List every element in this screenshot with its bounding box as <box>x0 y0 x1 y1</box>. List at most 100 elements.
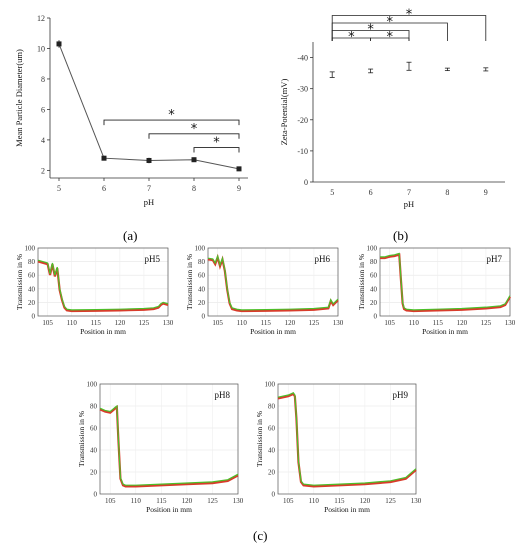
x-axis-label-c: Position in mm <box>80 327 126 336</box>
transmission-chart-pH5: 0 20 40 60 80 100 105 110 115 120 125 130 Position i… <box>15 245 174 337</box>
x-tick-label-c: 115 <box>156 497 167 505</box>
y-tick-label-c: 60 <box>198 272 206 280</box>
x-tick-label-c: 120 <box>457 319 468 327</box>
y-tick-label-c: 60 <box>370 272 378 280</box>
y-axis-label-c: Transmission in % <box>15 254 24 310</box>
y-axis-label-c: Transmission in % <box>357 254 366 310</box>
y-tick-label-a: 12 <box>37 14 45 23</box>
x-tick-label-c: 130 <box>163 319 174 327</box>
x-tick-label-c: 105 <box>42 319 53 327</box>
y-tick-label-a: 8 <box>41 75 45 84</box>
x-axis-label-c: Position in mm <box>324 505 370 514</box>
significance-bracket-a <box>193 147 240 153</box>
y-axis-label-c: Transmission in % <box>255 411 264 467</box>
y-tick-label-a: 4 <box>41 136 45 145</box>
x-tick-label-c: 110 <box>409 319 420 327</box>
x-tick-label-c: 110 <box>309 497 320 505</box>
y-tick-label-c: 0 <box>374 313 378 321</box>
y-tick-label-c: 80 <box>28 258 36 266</box>
plot-frame <box>37 247 169 317</box>
x-tick-label-a: 7 <box>147 184 151 193</box>
x-tick-label-c: 130 <box>505 319 516 327</box>
x-tick-label-c: 125 <box>207 497 218 505</box>
y-axis-label-a: Mean Particle Diameter(um) <box>14 49 24 147</box>
x-axis-label-c: Position in mm <box>422 327 468 336</box>
x-tick-label-c: 120 <box>285 319 296 327</box>
significance-star-b: * <box>348 30 355 45</box>
transmission-curve-green <box>277 392 417 486</box>
significance-star-b: * <box>387 30 394 45</box>
x-tick-label-c: 105 <box>384 319 395 327</box>
y-tick-label-c: 80 <box>268 403 276 411</box>
plot-frame <box>379 247 511 317</box>
significance-star-b: * <box>367 23 374 38</box>
y-tick-label-c: 60 <box>90 425 98 433</box>
significance-star-b: * <box>406 8 413 23</box>
y-tick-label-c: 80 <box>90 403 98 411</box>
significance-bracket-a <box>148 133 240 139</box>
x-tick-label-c: 130 <box>233 497 244 505</box>
x-tick-label-c: 125 <box>139 319 150 327</box>
x-axis-label-a: pH <box>144 197 154 207</box>
transmission-chart-pH8: 0 20 40 60 80 100 105 110 115 120 125 130 Position i… <box>77 381 244 515</box>
transmission-chart-pH6: 0 20 40 60 80 100 105 110 115 120 125 130 Position i… <box>185 245 344 337</box>
panel-label-a: (a) <box>123 228 138 243</box>
x-axis-label-c: Position in mm <box>146 505 192 514</box>
y-tick-label-c: 100 <box>367 245 378 253</box>
x-tick-label-c: 130 <box>333 319 344 327</box>
x-tick-label-a: 8 <box>192 184 196 193</box>
y-tick-label-c: 40 <box>268 447 276 455</box>
y-tick-label-b: -10 <box>297 147 308 156</box>
y-tick-label-c: 100 <box>87 381 98 389</box>
plot-frame <box>277 383 417 495</box>
plot-frame <box>207 247 339 317</box>
significance-bracket-b <box>331 15 487 41</box>
panel-label-b: (b) <box>393 228 409 243</box>
y-tick-label-b: -40 <box>297 54 308 63</box>
y-tick-label-c: 40 <box>28 285 36 293</box>
x-tick-label-a: 6 <box>102 184 106 193</box>
y-axis-label-c: Transmission in % <box>77 411 86 467</box>
data-point-a <box>146 157 152 163</box>
y-tick-label-a: 6 <box>41 105 45 114</box>
y-tick-label-c: 40 <box>198 285 206 293</box>
y-tick-label-b: -30 <box>297 85 308 94</box>
plot-frame <box>99 383 239 495</box>
x-tick-label-c: 120 <box>360 497 371 505</box>
y-tick-label-b: 0 <box>304 178 308 187</box>
subplot-label-pH8: pH8 <box>215 390 231 400</box>
x-tick-label-a: 9 <box>237 184 241 193</box>
y-tick-label-c: 40 <box>370 285 378 293</box>
x-tick-label-c: 130 <box>411 497 422 505</box>
subplot-label-pH7: pH7 <box>487 254 503 264</box>
data-point-a <box>56 41 62 47</box>
y-tick-label-c: 100 <box>25 245 36 253</box>
significance-star-a: * <box>191 122 198 137</box>
y-tick-label-c: 0 <box>32 313 36 321</box>
y-tick-label-c: 80 <box>198 258 206 266</box>
x-tick-label-c: 125 <box>481 319 492 327</box>
panel-label-c: (c) <box>253 528 268 543</box>
significance-star-a: * <box>213 136 220 151</box>
x-tick-label-c: 105 <box>105 497 116 505</box>
y-axis-label-c: Transmission in % <box>185 254 194 310</box>
x-axis-label-c: Position in mm <box>250 327 296 336</box>
y-tick-label-c: 0 <box>272 491 276 499</box>
data-point-a <box>101 155 107 161</box>
x-tick-label-b: 5 <box>330 188 334 197</box>
transmission-curve-green <box>99 404 239 486</box>
y-tick-label-c: 20 <box>28 299 36 307</box>
subplot-label-pH6: pH6 <box>315 254 331 264</box>
x-tick-label-c: 110 <box>131 497 142 505</box>
y-tick-label-c: 20 <box>90 469 98 477</box>
y-tick-label-c: 60 <box>268 425 276 433</box>
x-tick-label-b: 9 <box>484 188 488 197</box>
x-tick-label-c: 115 <box>433 319 444 327</box>
x-axis-label-b: pH <box>404 199 414 209</box>
x-tick-label-b: 6 <box>369 188 373 197</box>
x-tick-label-c: 115 <box>334 497 345 505</box>
x-tick-label-c: 105 <box>283 497 294 505</box>
x-tick-label-c: 120 <box>182 497 193 505</box>
subplot-label-pH9: pH9 <box>393 390 409 400</box>
y-axis-label-b: Zeta-Potential(mV) <box>279 79 289 146</box>
